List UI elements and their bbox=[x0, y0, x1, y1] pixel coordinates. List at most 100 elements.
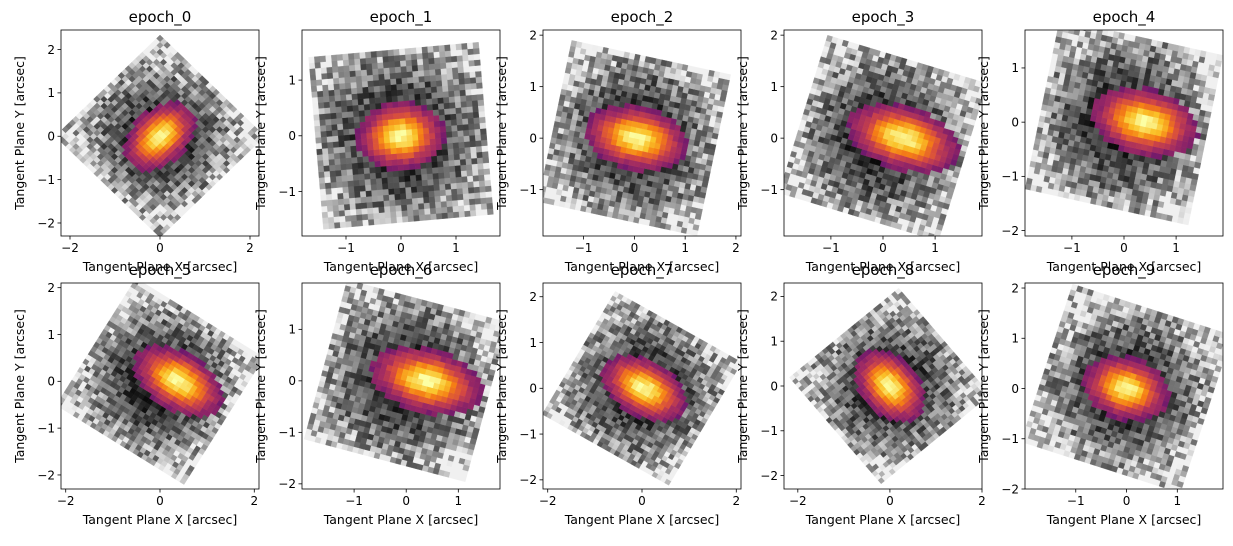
heatmap-cell bbox=[321, 78, 329, 86]
heatmap-cell bbox=[397, 100, 405, 108]
heatmap-cell bbox=[434, 68, 442, 76]
heatmap-cell bbox=[373, 85, 381, 93]
heatmap-cell bbox=[312, 102, 319, 110]
heatmap-cell bbox=[436, 212, 443, 220]
heatmap-cell bbox=[445, 119, 452, 127]
heatmap-cell bbox=[352, 173, 360, 181]
heatmap-cell bbox=[975, 97, 982, 105]
heatmap-cell bbox=[456, 187, 464, 195]
heatmap-cell bbox=[353, 110, 360, 118]
heatmap-cell bbox=[366, 63, 373, 70]
heatmap-cell bbox=[366, 138, 374, 145]
heatmap-cell bbox=[427, 178, 434, 186]
heatmap-cell bbox=[401, 204, 408, 212]
heatmap-cell bbox=[409, 105, 417, 113]
heatmap-cell bbox=[399, 181, 406, 189]
heatmap-cell bbox=[438, 172, 445, 179]
heatmap-cell bbox=[325, 55, 333, 62]
heatmap-cell bbox=[403, 163, 410, 171]
heatmap-cell bbox=[463, 71, 471, 79]
heatmap-cell bbox=[337, 123, 344, 131]
heatmap-cell bbox=[354, 58, 361, 66]
heatmap-cell bbox=[464, 141, 471, 148]
heatmap-cell bbox=[476, 157, 484, 164]
heatmap-cell bbox=[362, 92, 370, 99]
heatmap-cell bbox=[402, 94, 410, 102]
heatmap-cell bbox=[314, 61, 322, 69]
heatmap-cell bbox=[394, 60, 401, 68]
heatmap-cell bbox=[410, 116, 418, 124]
heatmap-cell bbox=[341, 174, 349, 182]
heatmap-cell bbox=[332, 204, 340, 212]
heatmap-cell bbox=[383, 130, 390, 138]
heatmap-cell bbox=[346, 105, 354, 112]
heatmap-cell bbox=[395, 141, 403, 148]
heatmap-cell bbox=[310, 79, 317, 87]
heatmap-cell bbox=[317, 96, 325, 103]
heatmap-cell bbox=[423, 202, 431, 210]
heatmap-cell bbox=[420, 162, 427, 169]
heatmap-cell bbox=[423, 63, 430, 71]
heatmap-cell bbox=[338, 140, 346, 148]
heatmap-cell bbox=[354, 127, 362, 135]
heatmap-cell bbox=[438, 108, 446, 116]
heatmap-cell bbox=[311, 91, 318, 98]
heatmap-cell bbox=[367, 80, 375, 87]
heatmap-cell bbox=[444, 183, 452, 190]
heatmap-cell bbox=[421, 173, 428, 181]
heatmap-cell bbox=[372, 143, 380, 150]
heatmap-cell bbox=[326, 199, 334, 207]
heatmap-cell bbox=[472, 169, 479, 176]
heatmap-cell bbox=[389, 199, 396, 207]
heatmap-cell bbox=[466, 169, 474, 177]
heatmap-cell bbox=[444, 44, 451, 52]
heatmap-cell bbox=[393, 187, 401, 195]
heatmap-cell bbox=[411, 128, 419, 135]
heatmap-cell bbox=[313, 119, 321, 127]
heatmap-cell bbox=[424, 75, 431, 82]
heatmap-cell bbox=[383, 136, 391, 144]
heatmap-cell bbox=[448, 159, 456, 167]
heatmap-cell bbox=[430, 149, 438, 157]
heatmap-cell bbox=[472, 174, 480, 182]
heatmap-cell bbox=[412, 134, 419, 141]
heatmap-cell bbox=[156, 34, 164, 43]
heatmap-cell bbox=[336, 181, 343, 188]
heatmap-cell bbox=[457, 199, 465, 206]
heatmap-cell bbox=[426, 98, 433, 105]
heatmap-cell bbox=[459, 152, 466, 160]
heatmap-cell bbox=[375, 171, 383, 179]
heatmap-cell bbox=[332, 135, 339, 143]
heatmap-cell bbox=[432, 103, 439, 111]
heatmap-cell bbox=[373, 154, 381, 162]
heatmap-cell bbox=[409, 99, 416, 107]
heatmap-cell bbox=[403, 100, 411, 107]
heatmap-cell bbox=[336, 186, 344, 194]
heatmap-cell bbox=[360, 132, 368, 140]
heatmap-cell bbox=[394, 66, 402, 73]
heatmap-cell bbox=[480, 133, 488, 141]
heatmap-cell bbox=[481, 208, 488, 216]
heatmap-cell bbox=[436, 91, 444, 99]
heatmap-cell bbox=[976, 92, 982, 100]
heatmap-cell bbox=[471, 163, 479, 171]
heatmap-cell bbox=[352, 98, 359, 106]
heatmap-cell bbox=[339, 146, 346, 153]
x-axis-label: Tangent Plane X [arcsec] bbox=[82, 259, 238, 274]
heatmap-cell bbox=[467, 117, 475, 125]
heatmap-cell bbox=[437, 160, 444, 168]
heatmap-cell bbox=[464, 83, 472, 90]
heatmap-cell bbox=[450, 49, 458, 57]
heatmap-cell bbox=[360, 202, 368, 209]
heatmap-cell bbox=[327, 147, 335, 154]
heatmap-cell bbox=[379, 84, 386, 92]
heatmap-cell bbox=[442, 85, 449, 92]
heatmap-cell bbox=[438, 45, 446, 52]
heatmap-cell bbox=[328, 89, 335, 97]
y-tick-label: −1 bbox=[37, 173, 55, 187]
heatmap-cell bbox=[416, 185, 424, 193]
heatmap-cell bbox=[366, 68, 374, 76]
heatmap-cell bbox=[408, 88, 415, 95]
heatmap-cell bbox=[347, 174, 354, 182]
